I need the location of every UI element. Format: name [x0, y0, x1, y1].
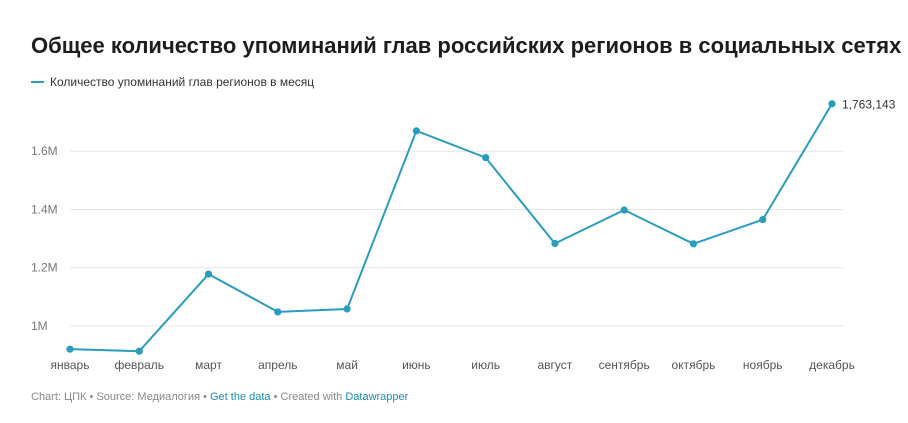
get-data-link[interactable]: Get the data [210, 391, 271, 403]
y-tick-label: 1.4M [31, 202, 58, 216]
x-tick-label: апрель [258, 358, 297, 372]
x-tick-label: март [195, 358, 222, 372]
data-point [620, 206, 628, 214]
x-tick-label: август [538, 358, 573, 372]
legend-swatch [31, 81, 44, 83]
x-tick-label: октябрь [672, 358, 716, 372]
data-point [274, 308, 282, 316]
datawrapper-link[interactable]: Datawrapper [345, 391, 409, 403]
data-point [135, 347, 143, 355]
data-point [689, 240, 698, 248]
x-tick-label: июнь [402, 358, 431, 372]
x-tick-label: декабрь [809, 358, 855, 372]
x-tick-label: февраль [115, 358, 165, 372]
footer-separator: • [86, 391, 97, 403]
end-value-label: 1,763,143 [842, 98, 896, 112]
footer-separator: • [270, 391, 281, 403]
y-tick-label: 1.6M [31, 144, 58, 158]
data-point [828, 100, 836, 108]
x-tick-label: сентябрь [599, 358, 650, 372]
legend: Количество упоминаний глав регионов в ме… [31, 75, 314, 89]
x-tick-label: январь [51, 358, 90, 372]
data-point [759, 216, 767, 224]
data-point [204, 270, 213, 278]
data-point [482, 154, 490, 162]
y-tick-label: 1.2M [31, 261, 58, 275]
legend-label: Количество упоминаний глав регионов в ме… [50, 75, 315, 89]
footer-created-with: Created with [280, 391, 346, 403]
page-title: Общее количество упоминаний глав российс… [31, 33, 902, 58]
footer: Chart: ЦПК • Source: Медиалогия • Get th… [31, 391, 408, 403]
y-tick-label: 1M [31, 319, 48, 333]
footer-chart-credit: Chart: ЦПК [31, 391, 87, 403]
data-point [343, 305, 351, 313]
footer-separator: • [200, 391, 210, 403]
data-point [551, 239, 559, 248]
footer-source: Source: Медиалогия [96, 391, 201, 403]
data-point [66, 345, 74, 353]
x-tick-label: июль [471, 358, 500, 372]
data-point [412, 127, 420, 135]
x-tick-label: ноябрь [743, 358, 783, 372]
series-line [69, 103, 833, 353]
x-tick-label: май [336, 358, 358, 372]
